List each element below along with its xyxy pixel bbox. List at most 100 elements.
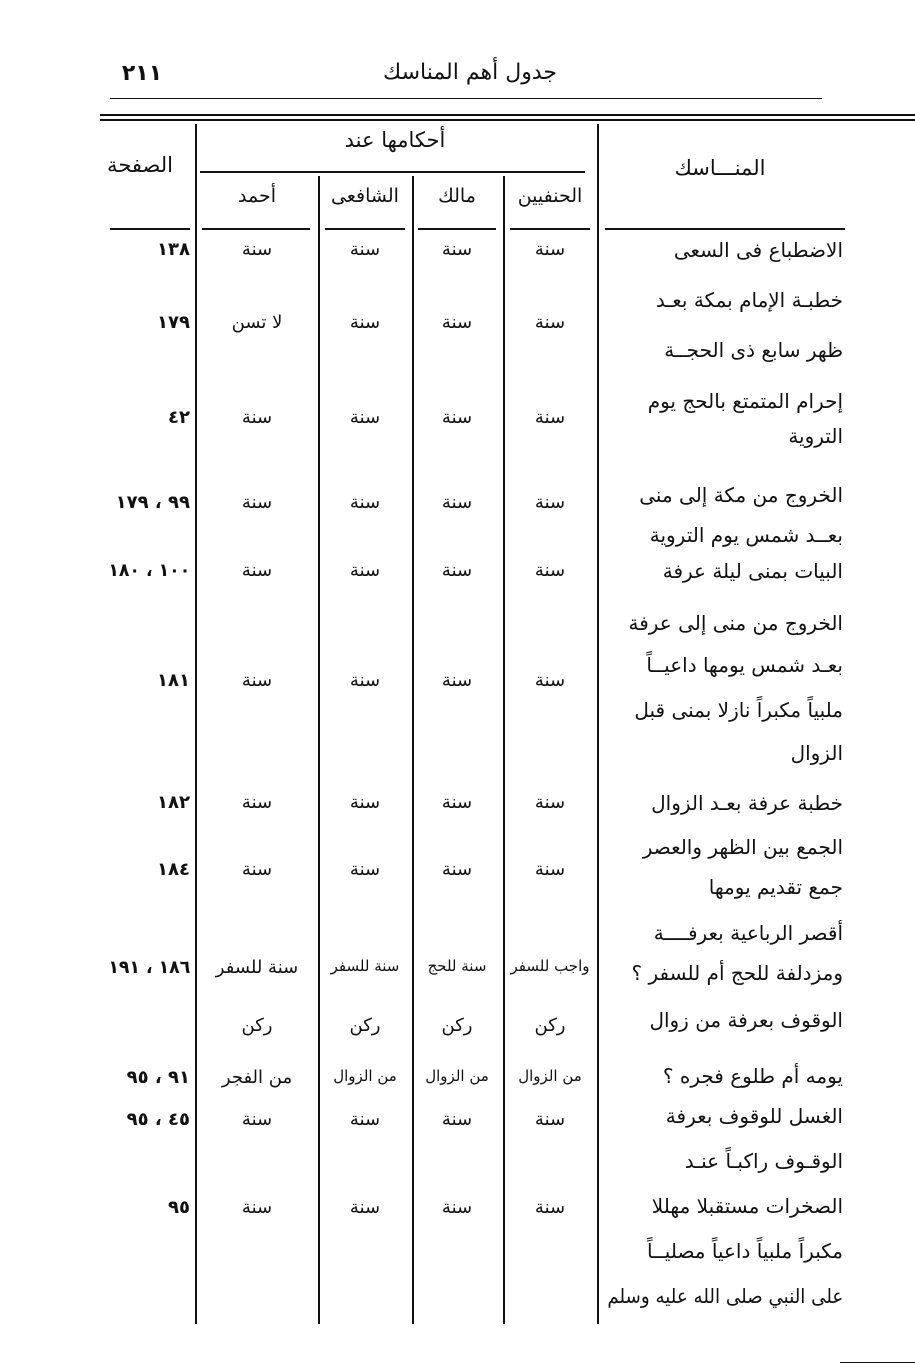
header-rule-hanafi [510, 228, 590, 230]
header-rule-page [110, 228, 190, 230]
rite-text: الخروج من مكة إلى منى [639, 483, 843, 507]
ruling-ahmad: سنة [241, 407, 273, 428]
column-divider [318, 176, 320, 1324]
ruling-hanafi: ركن [534, 1015, 566, 1036]
ruling-maliki: سنة للحج [427, 957, 487, 975]
ruling-hanafi: سنة [534, 239, 566, 260]
page-reference: ١٣٨ [157, 239, 190, 260]
ruling-maliki: من الزوال [425, 1067, 489, 1085]
ruling-hanafi: سنة [534, 560, 566, 581]
column-header-hanafi: الحنفيين [517, 185, 583, 207]
rite-text: على النبي صلى الله عليه وسلم [607, 1284, 843, 1308]
ruling-ahmad: سنة [241, 492, 273, 513]
ruling-shafii: سنة [349, 312, 381, 333]
column-divider [597, 124, 599, 1324]
ruling-hanafi: من الزوال [518, 1067, 582, 1085]
ruling-ahmad: لا تسن [231, 312, 283, 333]
column-header-page: الصفحة [107, 153, 173, 177]
ruling-shafii: سنة [349, 1109, 381, 1130]
rite-text: مكبراً ملبياً داعياً مصليــاً [646, 1239, 843, 1263]
rite-text: ظهر سابع ذى الحجــة [664, 338, 843, 362]
rite-text: الصخرات مستقبلا مهللا [651, 1194, 843, 1218]
table-top-rule-2 [100, 119, 915, 121]
ruling-shafii: سنة [349, 859, 381, 880]
column-header-maliki: مالك [438, 185, 476, 207]
page-reference: ٩١ ، ٩٥ [126, 1067, 190, 1088]
ruling-maliki: سنة [441, 492, 473, 513]
ruling-hanafi: واجب للسفر [510, 957, 590, 975]
rite-text: الوقـوف راكبـاً عنـد [684, 1149, 843, 1173]
rite-text: ملبياً مكبراً نازلا بمنى قبل [634, 698, 843, 722]
rite-text: يومه أم طلوع فجره ؟ [662, 1064, 843, 1088]
ruling-ahmad: ركن [241, 1015, 273, 1036]
rite-text: ومزدلفة للحج أم للسفر ؟ [631, 961, 843, 985]
bottom-rule-fragment [840, 1362, 915, 1363]
page-reference: ٩٩ ، ١٧٩ [115, 492, 190, 513]
group-rule [200, 171, 585, 173]
ruling-maliki: سنة [441, 312, 473, 333]
column-header-rulings: أحكامها عند [344, 128, 446, 152]
rite-text: الزوال [790, 741, 843, 765]
column-header-shafii: الشافعى [331, 185, 399, 207]
rite-text: جمع تقديم يومها [708, 875, 843, 899]
page-reference: ١٠٠ ، ١٨٠ [108, 560, 190, 581]
rite-text: خطبـة الإمام بمكة بعـد [655, 288, 843, 312]
page-reference: ١٧٩ [157, 312, 190, 333]
ruling-ahmad: سنة [241, 859, 273, 880]
header-rule-rites [605, 228, 845, 230]
column-header-ahmad: أحمد [238, 185, 276, 207]
page-reference: ١٨١ [157, 670, 190, 691]
page-reference: ١٨٢ [157, 792, 190, 813]
header-rule-ahmad [202, 228, 310, 230]
rite-text: الغسل للوقوف بعرفة [665, 1104, 843, 1128]
ruling-maliki: سنة [441, 407, 473, 428]
ruling-shafii: سنة [349, 560, 381, 581]
ruling-maliki: سنة [441, 560, 473, 581]
ruling-shafii: من الزوال [333, 1067, 397, 1085]
ruling-shafii: سنة للسفر [330, 957, 400, 975]
ruling-hanafi: سنة [534, 859, 566, 880]
column-divider [412, 176, 414, 1324]
ruling-shafii: سنة [349, 670, 381, 691]
ruling-hanafi: سنة [534, 407, 566, 428]
ruling-ahmad: سنة [241, 792, 273, 813]
rite-text: أقصر الرباعية بعرفــــة [653, 921, 843, 945]
ruling-maliki: سنة [441, 792, 473, 813]
rite-text: بعــد شمس يوم التروية [649, 523, 843, 547]
ruling-maliki: سنة [441, 859, 473, 880]
header-rule [110, 98, 822, 99]
rite-text: الاضطباع فى السعى [673, 238, 843, 262]
ruling-hanafi: سنة [534, 312, 566, 333]
page-reference: ٤٢ [168, 407, 190, 428]
table-top-rule [100, 114, 915, 116]
ruling-shafii: ركن [349, 1015, 381, 1036]
rite-text: الخروج من منى إلى عرفة [628, 611, 843, 635]
ruling-shafii: سنة [349, 1197, 381, 1218]
header-rule-maliki [418, 228, 496, 230]
ruling-maliki: سنة [441, 1109, 473, 1130]
rite-text: بعـد شمس يومها داعيــاً [646, 653, 843, 677]
ruling-ahmad: سنة [241, 1109, 273, 1130]
rite-text: خطبة عرفة بعـد الزوال [651, 791, 843, 815]
ruling-ahmad: سنة للسفر [215, 957, 299, 978]
ruling-maliki: سنة [441, 239, 473, 260]
page-reference: ١٨٤ [157, 859, 190, 880]
ruling-hanafi: سنة [534, 492, 566, 513]
ruling-hanafi: سنة [534, 792, 566, 813]
column-header-rites: المنـــاسك [674, 156, 766, 180]
ruling-maliki: ركن [441, 1015, 473, 1036]
rite-text: إحرام المتمتع بالحج يوم [647, 389, 843, 413]
ruling-shafii: سنة [349, 239, 381, 260]
ruling-ahmad: سنة [241, 670, 273, 691]
ruling-shafii: سنة [349, 792, 381, 813]
ruling-ahmad: سنة [241, 560, 273, 581]
ruling-maliki: سنة [441, 1197, 473, 1218]
rite-text: الجمع بين الظهر والعصر [642, 835, 843, 859]
ruling-ahmad: سنة [241, 239, 273, 260]
ruling-shafii: سنة [349, 492, 381, 513]
column-divider [503, 176, 505, 1324]
ruling-hanafi: سنة [534, 1109, 566, 1130]
ruling-maliki: سنة [441, 670, 473, 691]
ruling-shafii: سنة [349, 407, 381, 428]
rite-text: الوقوف بعرفة من زوال [649, 1008, 843, 1032]
